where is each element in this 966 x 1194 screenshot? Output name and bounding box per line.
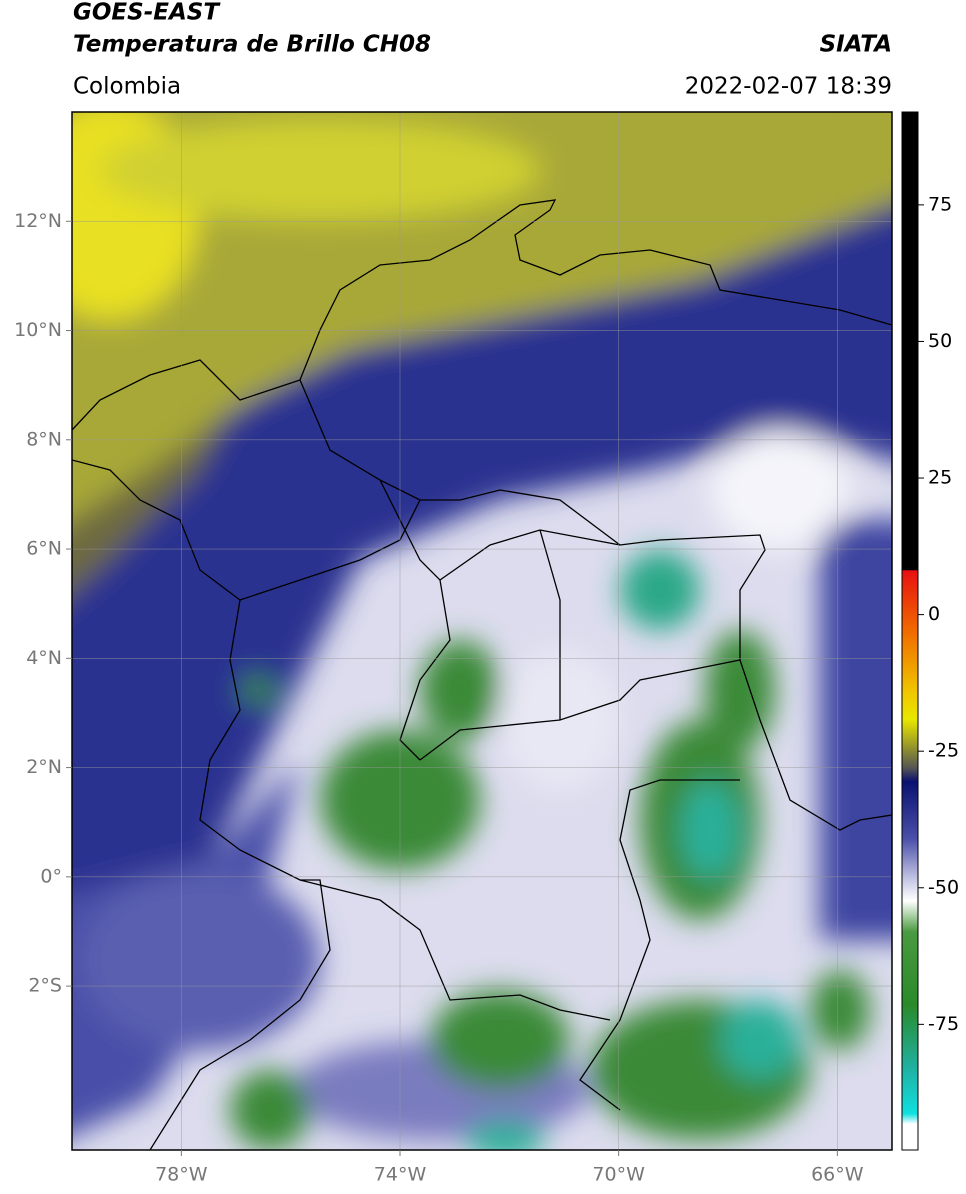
colorbar-tick-label: 75	[928, 193, 952, 215]
title: GOES-EAST	[73, 0, 221, 26]
colorbar	[901, 111, 919, 1151]
colorbar-tick-label: 25	[928, 467, 952, 489]
timestamp: 2022-02-07 18:39	[685, 74, 892, 100]
x-tick-label: 74°W	[374, 1164, 427, 1186]
satellite-image	[72, 112, 892, 1150]
x-tick-label: 78°W	[155, 1164, 208, 1186]
y-tick-label: 8°N	[26, 428, 62, 450]
y-tick-label: 12°N	[14, 210, 62, 232]
x-tick-label: 66°W	[811, 1164, 864, 1186]
y-tick-label: 2°N	[26, 756, 62, 778]
region: Colombia	[73, 74, 181, 100]
x-tick-label: 70°W	[592, 1164, 645, 1186]
colorbar-tick-label: -50	[928, 876, 959, 898]
colorbar-tick-label: 50	[928, 330, 952, 352]
y-tick-label: 2°S	[28, 975, 62, 997]
source: SIATA	[820, 32, 892, 58]
map-frame	[71, 111, 893, 1151]
colorbar-tick-label: 0	[928, 603, 940, 625]
grid	[72, 112, 892, 1150]
subtitle: Temperatura de Brillo CH08	[73, 32, 431, 58]
y-tick-label: 0°	[40, 865, 62, 887]
y-tick-label: 4°N	[26, 647, 62, 669]
y-tick-label: 6°N	[26, 538, 62, 560]
colorbar-tick-label: -25	[928, 740, 959, 762]
colorbar-tick-label: -75	[928, 1013, 959, 1035]
y-tick-label: 10°N	[14, 319, 62, 341]
